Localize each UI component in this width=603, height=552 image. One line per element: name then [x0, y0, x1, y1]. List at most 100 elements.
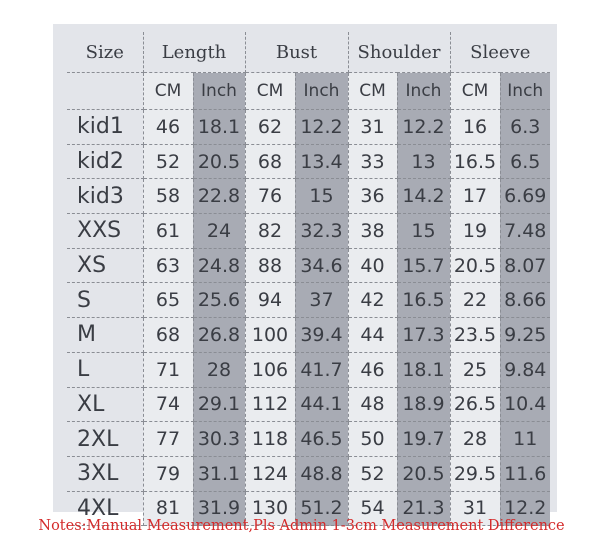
size-chart: Size Length Bust Shoulder Sleeve CM Inch… [53, 24, 557, 527]
size-label: kid3 [67, 178, 144, 215]
table-row: XL 74 29.1 112 44.1 48 18.9 26.5 10.4 [67, 387, 550, 423]
table-cell: 20.5 [193, 144, 246, 180]
table-cell: 19.7 [397, 421, 451, 457]
table-cell: 44 [348, 317, 398, 353]
size-label: XS [67, 248, 144, 284]
table-cell: 12.2 [397, 109, 451, 145]
table-cell: 15 [295, 178, 349, 215]
table-cell: 26.5 [450, 387, 501, 423]
table-cell: 71 [143, 352, 194, 388]
table-cell: 30.3 [193, 421, 246, 457]
table-cell: 6.69 [500, 178, 550, 215]
table-cell: 38 [348, 213, 398, 249]
table-cell: 9.84 [500, 352, 550, 388]
table-cell: 32.3 [295, 213, 349, 249]
table-cell: 11 [500, 421, 550, 457]
table-cell: 13.4 [295, 144, 349, 180]
table-cell: 12.2 [500, 491, 550, 527]
table-cell: 6.3 [500, 109, 550, 145]
table-cell: 36 [348, 178, 398, 215]
table-cell: 17 [450, 178, 501, 215]
table-row: kid3 58 22.8 76 15 36 14.2 17 6.69 [67, 178, 550, 215]
table-cell: 10.4 [500, 387, 550, 423]
table-cell: 118 [245, 421, 296, 457]
size-label: M [67, 317, 144, 353]
size-label: L [67, 352, 144, 388]
table-cell: 65 [143, 282, 194, 319]
table-cell: 52 [348, 456, 398, 492]
unit-cm: CM [450, 72, 501, 110]
table-cell: 46 [348, 352, 398, 388]
table-cell: 52 [143, 144, 194, 180]
table-cell: 51.2 [295, 491, 349, 527]
unit-inch: Inch [193, 72, 246, 110]
table-cell: 39.4 [295, 317, 349, 353]
table-cell: 31.1 [193, 456, 246, 492]
table-cell: 9.25 [500, 317, 550, 353]
table-row: XXS 61 24 82 32.3 38 15 19 7.48 [67, 213, 550, 249]
table-cell: 24.8 [193, 248, 246, 284]
table-cell: 13 [397, 144, 451, 180]
table-cell: 76 [245, 178, 296, 215]
table-cell: 62 [245, 109, 296, 145]
table-cell: 48.8 [295, 456, 349, 492]
size-label: kid1 [67, 109, 144, 145]
unit-cm: CM [348, 72, 398, 110]
table-cell: 6.5 [500, 144, 550, 180]
table-cell: 42 [348, 282, 398, 319]
table-cell: 79 [143, 456, 194, 492]
table-cell: 29.1 [193, 387, 246, 423]
table-cell: 68 [143, 317, 194, 353]
table-cell: 77 [143, 421, 194, 457]
table-cell: 50 [348, 421, 398, 457]
table-cell: 61 [143, 213, 194, 249]
size-label: 3XL [67, 456, 144, 492]
size-table: Size Length Bust Shoulder Sleeve CM Inch… [67, 32, 550, 527]
table-cell: 22 [450, 282, 501, 319]
table-cell: 8.66 [500, 282, 550, 319]
unit-inch: Inch [500, 72, 550, 110]
table-row: M 68 26.8 100 39.4 44 17.3 23.5 9.25 [67, 317, 550, 353]
size-label: 4XL [67, 491, 144, 527]
size-label: XL [67, 387, 144, 423]
table-row: 3XL 79 31.1 124 48.8 52 20.5 29.5 11.6 [67, 456, 550, 492]
table-cell: 15 [397, 213, 451, 249]
table-cell: 28 [450, 421, 501, 457]
table-cell: 17.3 [397, 317, 451, 353]
table-cell: 41.7 [295, 352, 349, 388]
unit-inch: Inch [295, 72, 349, 110]
table-cell: 100 [245, 317, 296, 353]
table-cell: 48 [348, 387, 398, 423]
table-cell: 54 [348, 491, 398, 527]
measurement-note: Notes:Manual Measurement,Pls Admin 1-3cm… [38, 518, 565, 534]
table-cell: 124 [245, 456, 296, 492]
table-cell: 68 [245, 144, 296, 180]
table-cell: 81 [143, 491, 194, 527]
table-cell: 74 [143, 387, 194, 423]
table-cell: 37 [295, 282, 349, 319]
table-cell: 31 [450, 491, 501, 527]
table-cell: 31.9 [193, 491, 246, 527]
table-cell: 28 [193, 352, 246, 388]
table-cell: 15.7 [397, 248, 451, 284]
table-cell: 8.07 [500, 248, 550, 284]
table-row: kid2 52 20.5 68 13.4 33 13 16.5 6.5 [67, 144, 550, 180]
table-cell: 29.5 [450, 456, 501, 492]
size-label: XXS [67, 213, 144, 249]
table-cell: 19 [450, 213, 501, 249]
table-cell: 33 [348, 144, 398, 180]
table-cell: 21.3 [397, 491, 451, 527]
table-row: 2XL 77 30.3 118 46.5 50 19.7 28 11 [67, 421, 550, 457]
unit-cm: CM [245, 72, 296, 110]
table-cell: 34.6 [295, 248, 349, 284]
table-cell: 20.5 [397, 456, 451, 492]
table-cell: 12.2 [295, 109, 349, 145]
header-size: Size [67, 32, 144, 73]
table-cell: 63 [143, 248, 194, 284]
table-cell: 82 [245, 213, 296, 249]
table-cell: 40 [348, 248, 398, 284]
table-row: kid1 46 18.1 62 12.2 31 12.2 16 6.3 [67, 109, 550, 145]
size-label: S [67, 282, 144, 319]
unit-inch: Inch [397, 72, 451, 110]
table-row: L 71 28 106 41.7 46 18.1 25 9.84 [67, 352, 550, 388]
